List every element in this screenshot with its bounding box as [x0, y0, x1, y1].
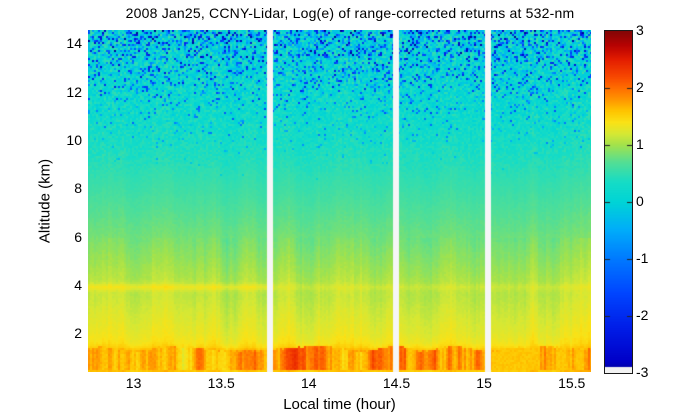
- y-tick-label: 14: [66, 35, 82, 52]
- colorbar-tick-label: 2: [636, 79, 644, 95]
- colorbar-tick-label: 3: [636, 22, 644, 38]
- colorbar-tick-label: -1: [636, 250, 649, 266]
- y-tick-label: 10: [66, 132, 82, 148]
- colorbar-tick-label: 0: [636, 193, 644, 209]
- colorbar-tick-label: -2: [636, 307, 649, 323]
- y-tick-label: 8: [74, 180, 82, 197]
- heatmap-canvas: [88, 30, 591, 372]
- y-tick-label: 2: [74, 325, 82, 342]
- x-tick-label: 15.5: [558, 375, 586, 391]
- x-axis-label: Local time (hour): [283, 396, 396, 413]
- plot-title: 2008 Jan25, CCNY-Lidar, Log(e) of range-…: [125, 5, 575, 21]
- x-tick-label: 15: [476, 375, 492, 391]
- x-tick-label: 14: [301, 375, 317, 391]
- colorbar: [604, 30, 633, 374]
- colorbar-tick-label: -3: [636, 364, 649, 380]
- y-tick-label: 12: [66, 83, 82, 100]
- x-tick-label: 14.5: [382, 375, 411, 391]
- colorbar-tick-label: 1: [636, 136, 644, 152]
- y-tick-label: 6: [74, 228, 82, 245]
- x-tick-label: 13.5: [207, 375, 235, 391]
- y-tick-label: 4: [74, 277, 82, 293]
- x-tick-label: 13: [125, 375, 142, 391]
- y-axis-label: Altitude (km): [36, 158, 54, 244]
